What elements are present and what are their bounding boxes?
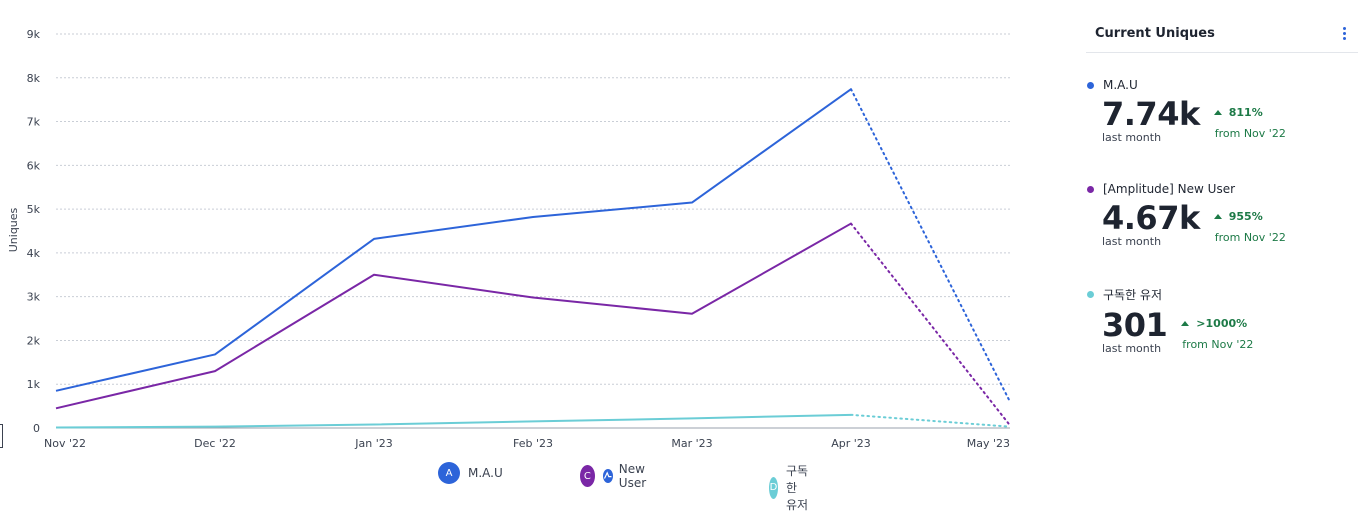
change-from: from Nov '22 xyxy=(1182,338,1254,351)
change-percent: 955% xyxy=(1228,210,1263,223)
metric-change: >1000% from Nov '22 xyxy=(1181,317,1253,351)
change-percent: 811% xyxy=(1228,106,1263,119)
series-dot xyxy=(1087,81,1094,89)
x-tick-label: Feb '23 xyxy=(513,437,553,450)
up-arrow-icon xyxy=(1213,214,1222,219)
legend-badge-c: C xyxy=(580,465,595,487)
metric-period: last month xyxy=(1102,131,1162,144)
x-tick-label: Jan '23 xyxy=(354,437,392,450)
line-chart: 0 1k 2k 3k 4k 5k 6k 7k 8k 9k Nov '22 Dec '22 Jan '2… xyxy=(7,28,1011,450)
amplitude-logo-icon xyxy=(602,469,613,483)
metric-mau: M.A.U 7.74k last month 811% from Nov '22 xyxy=(1086,78,1358,144)
legend-item-mau[interactable]: A M.A.U xyxy=(438,462,503,484)
legend-badge-a: A xyxy=(438,462,460,484)
up-arrow-icon xyxy=(1181,321,1190,326)
series-line-incomplete-1 xyxy=(850,222,1011,427)
y-tick-label: 1k xyxy=(27,378,41,391)
y-tick-label: 6k xyxy=(27,159,41,172)
x-tick-label: Dec '22 xyxy=(194,437,236,450)
y-tick-label: 7k xyxy=(27,116,41,129)
metric-new-user: [Amplitude] New User 4.67k last month 95… xyxy=(1086,182,1358,248)
legend-label-new-user: New User xyxy=(618,462,647,490)
y-tick-label: 2k xyxy=(27,334,41,347)
collapsed-edge-control[interactable] xyxy=(0,424,3,448)
metric-value: 301 xyxy=(1102,306,1168,344)
series-line-0 xyxy=(55,88,852,392)
metric-label: 구독한 유저 xyxy=(1086,286,1358,303)
y-tick-label: 0 xyxy=(33,422,40,435)
y-tick-label: 3k xyxy=(27,291,41,304)
change-percent: >1000% xyxy=(1196,317,1248,330)
legend-label-mau: M.A.U xyxy=(468,466,503,480)
series-line-incomplete-0 xyxy=(850,88,1011,403)
metric-label: M.A.U xyxy=(1086,78,1358,92)
legend-badge-d: D xyxy=(769,476,778,499)
legend-item-new-user[interactable]: C New User xyxy=(580,462,657,490)
grid-lines xyxy=(56,33,1010,429)
kebab-menu-icon[interactable] xyxy=(1334,23,1354,43)
metric-change: 955% from Nov '22 xyxy=(1213,210,1286,244)
y-tick-label: 4k xyxy=(27,247,41,260)
panel-header: Current Uniques xyxy=(1086,14,1358,53)
legend-item-subscribed[interactable]: D 구독한 유저 xyxy=(769,462,810,513)
y-tick-label: 9k xyxy=(27,28,41,41)
metric-period: last month xyxy=(1102,235,1162,248)
y-axis-ticks: 0 1k 2k 3k 4k 5k 6k 7k 8k 9k xyxy=(27,28,41,435)
series-line-1 xyxy=(55,222,852,410)
metric-subscribed: 구독한 유저 301 last month >1000% from Nov '2… xyxy=(1086,286,1358,355)
metric-name: M.A.U xyxy=(1103,78,1138,92)
panel-title: Current Uniques xyxy=(1095,25,1215,41)
metric-value: 4.67k xyxy=(1102,199,1200,237)
current-uniques-panel: Current Uniques M.A.U 7.74k last month 8… xyxy=(1086,14,1358,355)
legend-label-subscribed: 구독한 유저 xyxy=(785,464,809,512)
metric-name: 구독한 유저 xyxy=(1103,288,1163,302)
x-tick-label: Mar '23 xyxy=(671,437,712,450)
up-arrow-icon xyxy=(1213,110,1222,115)
y-tick-label: 5k xyxy=(27,203,41,216)
x-tick-label: Nov '22 xyxy=(44,437,86,450)
x-axis-ticks: Nov '22 Dec '22 Jan '23 Feb '23 Mar '23 Apr '… xyxy=(44,437,1010,450)
metric-label: [Amplitude] New User xyxy=(1086,182,1358,196)
series-lines xyxy=(55,88,1011,429)
metric-value: 7.74k xyxy=(1102,95,1200,133)
metric-name: [Amplitude] New User xyxy=(1103,182,1236,196)
y-axis-label: Uniques xyxy=(7,207,20,252)
change-from: from Nov '22 xyxy=(1214,231,1286,244)
metric-period: last month xyxy=(1102,342,1162,355)
series-dot xyxy=(1087,185,1094,193)
x-tick-label: May '23 xyxy=(967,437,1010,450)
change-from: from Nov '22 xyxy=(1214,127,1286,140)
series-dot xyxy=(1087,291,1094,298)
x-tick-label: Apr '23 xyxy=(831,437,871,450)
y-tick-label: 8k xyxy=(27,72,41,85)
series-line-incomplete-2 xyxy=(850,413,1011,428)
metric-change: 811% from Nov '22 xyxy=(1213,106,1286,140)
series-line-2 xyxy=(55,413,852,429)
